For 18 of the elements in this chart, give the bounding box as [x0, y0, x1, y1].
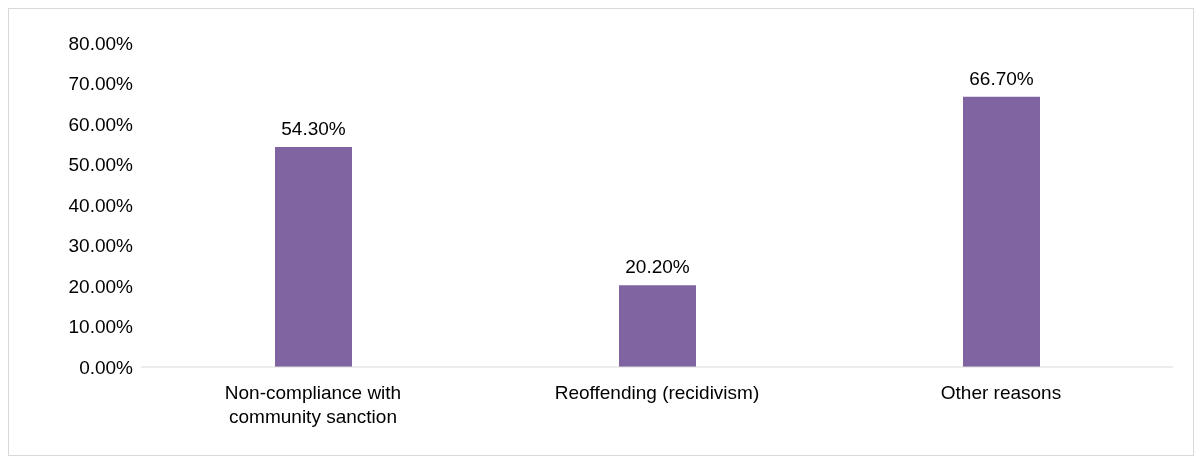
- y-tick-label: 40.00%: [68, 194, 134, 216]
- y-tick-label: 20.00%: [68, 275, 134, 297]
- y-tick-label: 70.00%: [68, 73, 134, 95]
- y-tick-label: 30.00%: [68, 235, 134, 257]
- x-tick-label: Reoffending (recidivism): [554, 382, 760, 403]
- x-tick-label: Non-compliance with community sanction: [224, 382, 402, 427]
- y-tick-label: 0.00%: [79, 356, 134, 378]
- x-tick-label: Other reasons: [940, 382, 1062, 403]
- bar: [619, 285, 696, 367]
- y-tick-label: 80.00%: [68, 32, 134, 54]
- bar: [275, 147, 352, 367]
- y-tick-label: 60.00%: [68, 113, 134, 135]
- data-label: 66.70%: [969, 67, 1034, 89]
- data-label: 54.30%: [281, 118, 346, 140]
- y-tick-label: 10.00%: [68, 316, 134, 338]
- y-tick-label: 50.00%: [68, 154, 134, 176]
- data-label: 20.20%: [625, 256, 690, 278]
- bar: [963, 96, 1040, 367]
